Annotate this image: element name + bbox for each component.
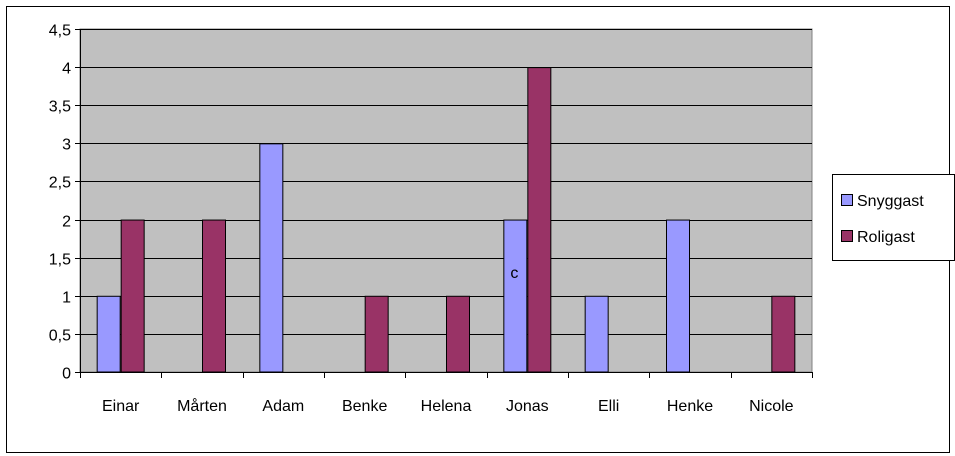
y-tick-label-4: 2 <box>62 214 71 231</box>
bar-snyggast-einar <box>96 295 121 373</box>
legend-label-roligast: Roligast <box>857 229 915 246</box>
bar-snyggast-henke <box>666 219 690 373</box>
bar-snyggast-jonas <box>503 219 528 373</box>
bar-snyggast-adam <box>259 143 284 373</box>
x-tick-label-einar: Einar <box>102 398 140 415</box>
legend-swatch-roligast <box>841 230 853 242</box>
legend-swatch-snyggast <box>841 194 853 206</box>
bar-roligast-mårten <box>202 219 226 373</box>
x-tick-label-henke: Henke <box>667 398 713 415</box>
y-tick-label-5: 2,5 <box>49 175 71 192</box>
bar-roligast-benke <box>364 295 389 373</box>
annotation-0: c <box>510 265 518 282</box>
x-tick-label-adam: Adam <box>262 398 304 415</box>
x-tick-label-benke: Benke <box>342 398 387 415</box>
bar-roligast-einar <box>120 219 145 373</box>
bar-snyggast-elli <box>584 295 609 373</box>
x-tick-label-nicole: Nicole <box>749 398 794 415</box>
legend-box <box>832 174 955 261</box>
y-tick-label-9: 4,5 <box>49 23 71 40</box>
y-tick-label-3: 1,5 <box>49 252 71 269</box>
x-tick-label-mårten: Mårten <box>177 397 227 415</box>
bar-roligast-jonas <box>527 67 552 373</box>
x-tick-label-elli: Elli <box>598 398 619 415</box>
y-tick-label-7: 3,5 <box>49 99 71 116</box>
y-tick-label-1: 0,5 <box>49 328 71 345</box>
y-tick-label-2: 1 <box>62 290 71 307</box>
legend-label-snyggast: Snyggast <box>857 193 924 210</box>
y-tick-label-0: 0 <box>62 366 71 383</box>
bar-roligast-helena <box>446 295 470 373</box>
y-tick-label-8: 4 <box>62 61 71 78</box>
y-tick-label-6: 3 <box>62 137 71 154</box>
bar-roligast-nicole <box>771 295 796 373</box>
x-tick-label-jonas: Jonas <box>506 398 549 415</box>
x-tick-label-helena: Helena <box>421 398 472 415</box>
